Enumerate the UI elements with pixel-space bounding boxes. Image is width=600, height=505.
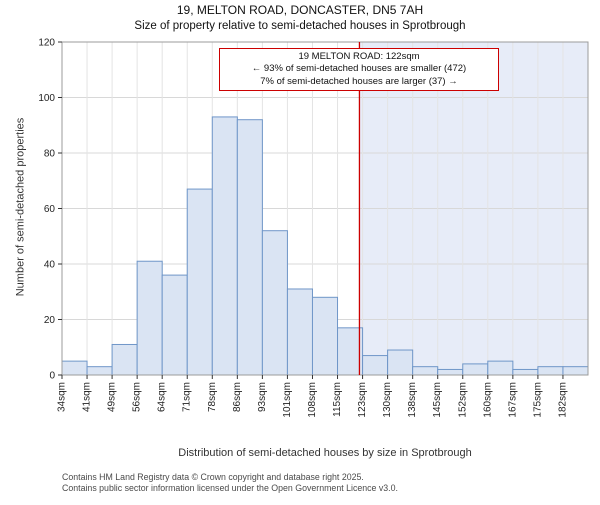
x-tick-label: 130sqm — [382, 382, 393, 418]
histogram-bar — [437, 368, 464, 376]
y-tick-label: 0 — [49, 371, 55, 382]
chart-title: 19, MELTON ROAD, DONCASTER, DN5 7AH — [176, 3, 424, 17]
x-tick-label: 101sqm — [282, 382, 293, 418]
histogram-bar — [211, 116, 238, 376]
histogram-bar — [387, 349, 414, 376]
histogram-bar — [487, 360, 514, 376]
y-tick-label: 80 — [44, 149, 56, 160]
histogram-bar — [311, 296, 339, 376]
histogram-bar — [261, 230, 288, 376]
histogram-bar — [412, 366, 439, 376]
x-tick-label: 123sqm — [357, 382, 368, 418]
y-tick-label: 120 — [38, 38, 55, 49]
histogram-bar — [286, 288, 313, 376]
x-tick-label: 167sqm — [507, 382, 518, 418]
histogram-bar — [61, 360, 88, 376]
x-tick-label: 64sqm — [157, 382, 168, 412]
histogram-bar — [537, 366, 564, 376]
x-tick-label: 152sqm — [457, 382, 468, 418]
histogram-bar — [462, 363, 489, 376]
histogram-bar — [186, 188, 213, 376]
histogram-bar — [161, 274, 188, 376]
histogram-bar — [512, 368, 539, 376]
annotation-line-smaller: ← 93% of semi-detached houses are smalle… — [251, 63, 467, 75]
annotation-box: 19 MELTON ROAD: 122sqm ← 93% of semi-det… — [219, 48, 499, 92]
y-tick-label: 100 — [38, 93, 55, 104]
footer-open-government-licence: Contains public sector information licen… — [62, 483, 398, 493]
y-tick-label: 60 — [44, 204, 56, 215]
x-tick-label: 71sqm — [182, 382, 193, 412]
histogram-bar — [86, 366, 113, 376]
histogram-bar — [337, 327, 364, 376]
x-tick-label: 41sqm — [82, 382, 93, 412]
x-tick-label: 182sqm — [557, 382, 568, 418]
annotation-line-larger: 7% of semi-detached houses are larger (3… — [260, 75, 458, 87]
x-axis-label: Distribution of semi-detached houses by … — [178, 447, 472, 459]
x-tick-label: 93sqm — [257, 382, 268, 412]
x-tick-label: 160sqm — [482, 382, 493, 418]
histogram-bar — [562, 366, 589, 376]
x-tick-label: 108sqm — [307, 382, 318, 418]
y-tick-label: 20 — [44, 315, 56, 326]
x-tick-label: 56sqm — [132, 382, 143, 412]
x-tick-label: 175sqm — [532, 382, 543, 418]
x-tick-label: 138sqm — [407, 382, 418, 418]
x-tick-label: 49sqm — [107, 382, 118, 412]
x-tick-label: 145sqm — [432, 382, 443, 418]
histogram-bar — [111, 343, 138, 376]
histogram-bar — [136, 260, 163, 376]
chart-subtitle: Size of property relative to semi-detach… — [134, 20, 466, 32]
x-tick-label: 78sqm — [207, 382, 218, 412]
x-tick-label: 86sqm — [232, 382, 243, 412]
histogram-bar — [362, 355, 389, 376]
x-tick-label: 115sqm — [332, 382, 343, 417]
y-axis-label: Number of semi-detached properties — [14, 117, 27, 297]
y-tick-label: 40 — [44, 260, 56, 271]
footer-copyright-hm-land-registry: Contains HM Land Registry data © Crown c… — [62, 472, 364, 482]
histogram-bar — [236, 119, 263, 376]
x-tick-label: 34sqm — [57, 382, 68, 412]
annotation-line-property: 19 MELTON ROAD: 122sqm — [298, 51, 420, 62]
